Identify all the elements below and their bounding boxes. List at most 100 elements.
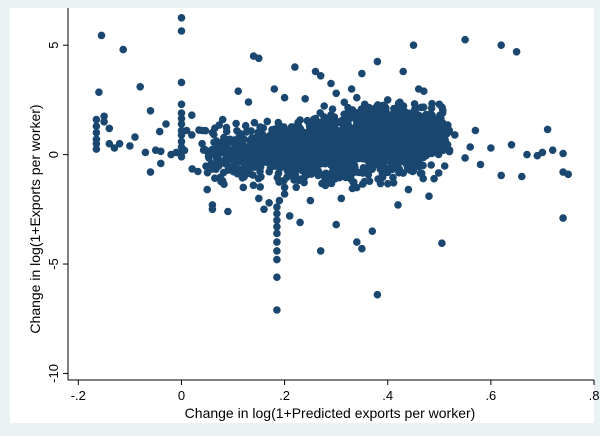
data-point bbox=[277, 137, 286, 145]
data-point bbox=[398, 104, 406, 112]
data-point bbox=[419, 103, 428, 111]
data-point bbox=[329, 121, 338, 130]
data-point bbox=[227, 150, 235, 159]
data-point bbox=[399, 67, 408, 76]
data-point bbox=[367, 145, 376, 153]
plot-background bbox=[10, 8, 594, 423]
data-point bbox=[155, 127, 164, 136]
data-point bbox=[182, 126, 191, 135]
data-point bbox=[435, 119, 443, 127]
data-point bbox=[188, 131, 196, 139]
data-point bbox=[349, 163, 357, 172]
data-point bbox=[507, 141, 516, 149]
data-point bbox=[306, 196, 315, 205]
data-point bbox=[177, 153, 186, 161]
data-point bbox=[346, 125, 354, 133]
data-point bbox=[324, 128, 332, 136]
data-point bbox=[327, 79, 335, 88]
x-axis-title: Change in log(1+Predicted exports per wo… bbox=[185, 405, 476, 421]
data-point bbox=[518, 172, 526, 181]
data-point bbox=[110, 144, 119, 152]
data-point bbox=[337, 147, 345, 155]
data-point bbox=[344, 155, 352, 163]
data-point bbox=[436, 112, 445, 120]
data-point bbox=[285, 212, 294, 220]
data-point bbox=[215, 121, 223, 129]
data-point bbox=[378, 170, 387, 178]
data-point bbox=[188, 111, 196, 119]
data-point bbox=[308, 142, 316, 150]
data-point bbox=[425, 192, 433, 200]
data-point bbox=[272, 130, 281, 139]
data-point bbox=[246, 160, 255, 169]
data-point bbox=[543, 125, 552, 134]
data-point bbox=[461, 154, 469, 162]
data-point bbox=[188, 165, 196, 173]
data-point bbox=[373, 290, 382, 299]
data-point bbox=[334, 170, 342, 179]
data-point bbox=[177, 109, 186, 117]
data-point bbox=[395, 165, 404, 173]
data-point bbox=[177, 27, 186, 35]
data-point bbox=[438, 239, 446, 247]
data-point bbox=[376, 106, 385, 114]
data-point bbox=[276, 121, 284, 130]
data-point bbox=[100, 112, 108, 121]
data-point bbox=[298, 152, 307, 161]
data-point bbox=[97, 31, 106, 40]
data-point bbox=[241, 168, 249, 176]
markers-layer bbox=[92, 13, 572, 314]
data-point bbox=[303, 116, 312, 125]
data-point bbox=[353, 238, 361, 246]
data-point bbox=[427, 161, 436, 169]
x-tick-label: .8 bbox=[589, 388, 600, 403]
data-point bbox=[146, 107, 155, 115]
data-point bbox=[443, 140, 452, 149]
data-point bbox=[177, 78, 186, 87]
data-point bbox=[92, 145, 101, 153]
data-point bbox=[273, 273, 281, 282]
data-point bbox=[344, 103, 352, 112]
data-point bbox=[232, 143, 240, 151]
data-point bbox=[234, 87, 242, 95]
data-point bbox=[388, 153, 396, 161]
data-point bbox=[273, 223, 281, 231]
data-point bbox=[254, 194, 263, 203]
data-point bbox=[330, 154, 339, 163]
data-point bbox=[211, 174, 219, 182]
data-point bbox=[296, 218, 304, 227]
data-point bbox=[353, 93, 361, 102]
x-tick-label: .2 bbox=[279, 388, 290, 403]
data-point bbox=[273, 306, 281, 314]
data-point bbox=[358, 154, 367, 163]
data-point bbox=[210, 130, 218, 139]
data-point bbox=[384, 143, 392, 151]
y-tick-label: 5 bbox=[46, 42, 61, 49]
data-point bbox=[340, 110, 348, 119]
data-point bbox=[194, 167, 202, 176]
data-point bbox=[374, 175, 382, 183]
data-point bbox=[313, 160, 321, 168]
data-point bbox=[363, 138, 371, 147]
data-point bbox=[358, 69, 366, 78]
data-point bbox=[471, 126, 480, 135]
data-point bbox=[119, 45, 127, 54]
data-point bbox=[239, 183, 248, 192]
data-point bbox=[180, 146, 189, 155]
data-point bbox=[329, 148, 338, 156]
y-tick-labels: -10 -5 0 5 bbox=[46, 42, 61, 383]
data-point bbox=[402, 114, 411, 123]
data-point bbox=[351, 114, 360, 123]
x-tick-label: .4 bbox=[382, 388, 393, 403]
data-point bbox=[245, 153, 254, 161]
data-point bbox=[249, 181, 258, 190]
data-point bbox=[141, 148, 150, 157]
data-point bbox=[316, 72, 325, 80]
data-point bbox=[301, 95, 310, 103]
data-point bbox=[203, 185, 211, 194]
y-tick-label: 0 bbox=[46, 151, 61, 158]
data-point bbox=[411, 105, 419, 113]
data-point bbox=[224, 207, 232, 216]
data-point bbox=[548, 146, 557, 154]
